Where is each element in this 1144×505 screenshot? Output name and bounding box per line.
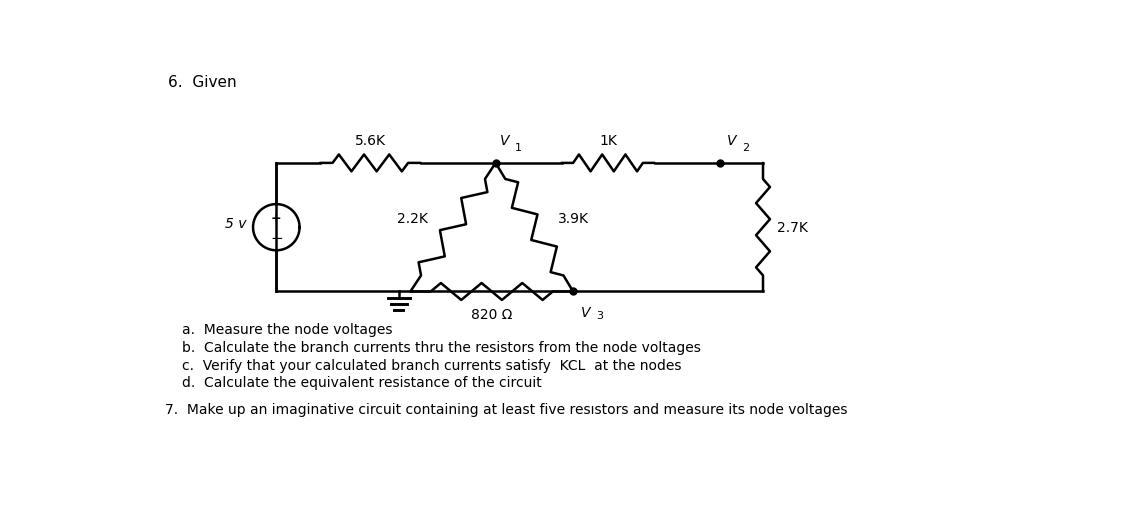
Text: 2.2K: 2.2K <box>397 212 428 226</box>
Text: V: V <box>726 134 736 148</box>
Text: 3.9K: 3.9K <box>557 212 589 226</box>
Text: b.  Calculate the branch currents thru the resistors from the node voltages: b. Calculate the branch currents thru th… <box>182 340 700 355</box>
Text: 2.7K: 2.7K <box>777 221 808 235</box>
Text: 7.  Make up an imaginative circuit containing at least five resıstors and measur: 7. Make up an imaginative circuit contai… <box>165 402 848 416</box>
Text: V: V <box>500 134 509 148</box>
Text: d.  Calculate the equivalent resistance of the circuit: d. Calculate the equivalent resistance o… <box>182 376 541 390</box>
Text: 820 Ω: 820 Ω <box>471 307 513 321</box>
Text: 6.  Given: 6. Given <box>168 74 237 89</box>
Text: 3: 3 <box>596 311 603 320</box>
Text: 5.6K: 5.6K <box>355 134 386 148</box>
Text: 5 v: 5 v <box>225 217 247 231</box>
Text: V: V <box>581 306 590 320</box>
Text: −: − <box>270 231 283 246</box>
Text: +: + <box>271 212 281 225</box>
Text: 2: 2 <box>742 143 749 153</box>
Text: 1: 1 <box>515 143 522 153</box>
Text: 1K: 1K <box>599 134 617 148</box>
Text: c.  Verify that your calculated branch currents satisfy  KCL  at the nodes: c. Verify that your calculated branch cu… <box>182 358 681 372</box>
Text: a.  Measure the node voltages: a. Measure the node voltages <box>182 323 392 337</box>
